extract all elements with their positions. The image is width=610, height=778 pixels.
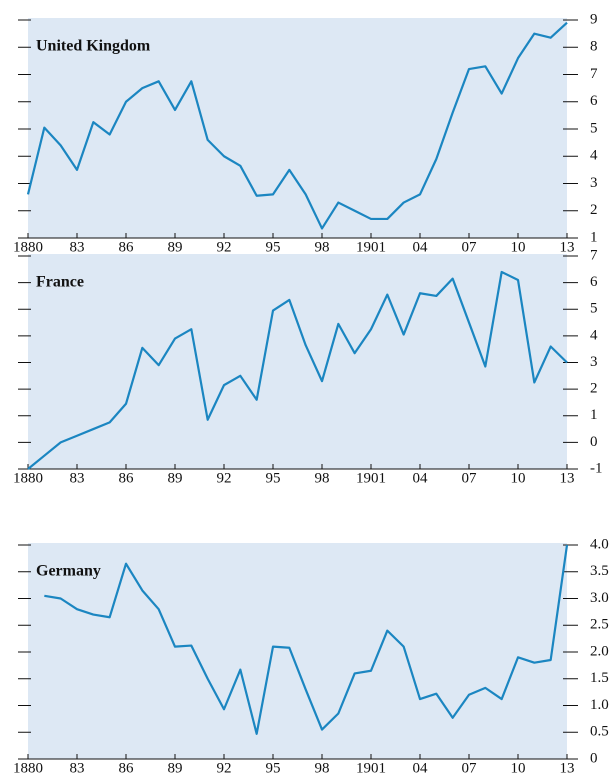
x-tick-label: 07 xyxy=(462,760,478,776)
x-tick-label: 1880 xyxy=(13,760,43,776)
data-line xyxy=(26,21,568,230)
x-tick-label: 04 xyxy=(413,470,429,486)
x-tick-label: 95 xyxy=(266,470,281,486)
x-tick-label: 10 xyxy=(511,470,526,486)
y-tick-label: 9 xyxy=(590,11,598,27)
x-tick-label: 10 xyxy=(511,239,526,255)
y-tick-label: 4 xyxy=(590,327,598,343)
y-tick-label: 2.5 xyxy=(590,617,609,633)
y-tick-label: -1 xyxy=(590,460,603,476)
y-tick-label: 6 xyxy=(590,93,598,109)
x-tick-label: 98 xyxy=(315,239,330,255)
x-tick-label: 83 xyxy=(70,760,85,776)
x-tick-label: 04 xyxy=(413,760,429,776)
y-tick-label: 5 xyxy=(590,120,598,136)
y-tick-label: 2 xyxy=(590,381,598,397)
y-tick-label: 3 xyxy=(590,354,598,370)
data-line xyxy=(44,544,569,735)
x-tick-label: 13 xyxy=(560,239,575,255)
y-tick-label: 7 xyxy=(590,247,598,263)
y-tick-label: 2 xyxy=(590,202,598,218)
plot-background xyxy=(28,18,567,238)
x-tick-label: 1880 xyxy=(13,470,43,486)
y-tick-label: 6 xyxy=(590,274,598,290)
y-tick-label: 3.0 xyxy=(590,590,609,606)
x-tick-label: 89 xyxy=(168,470,183,486)
x-tick-label: 1901 xyxy=(356,760,386,776)
x-tick-label: 83 xyxy=(70,239,85,255)
x-tick-label: 83 xyxy=(70,470,85,486)
x-tick-label: 98 xyxy=(315,470,330,486)
x-tick-label: 86 xyxy=(119,470,135,486)
x-tick-label: 07 xyxy=(462,470,478,486)
x-tick-label: 04 xyxy=(413,239,429,255)
y-tick-label: 7 xyxy=(590,66,598,82)
x-tick-label: 95 xyxy=(266,239,281,255)
y-tick-label: 3 xyxy=(590,175,598,191)
x-tick-label: 95 xyxy=(266,760,281,776)
y-tick-label: 4 xyxy=(590,148,598,164)
y-tick-label: 4.0 xyxy=(590,536,609,552)
x-tick-label: 86 xyxy=(119,760,135,776)
panel-title: France xyxy=(36,274,84,291)
y-tick-label: 1.5 xyxy=(590,670,609,686)
y-tick-label: 8 xyxy=(590,39,598,55)
x-tick-label: 13 xyxy=(560,470,575,486)
y-tick-label: 0 xyxy=(590,434,598,450)
plot-background xyxy=(28,254,567,469)
x-tick-label: 1901 xyxy=(356,239,386,255)
y-tick-label: 0.5 xyxy=(590,724,609,740)
x-tick-label: 1901 xyxy=(356,470,386,486)
x-tick-label: 92 xyxy=(217,470,232,486)
y-tick-label: 2.0 xyxy=(590,643,609,659)
panel-title: Germany xyxy=(36,563,101,580)
y-tick-label: 1.0 xyxy=(590,697,609,713)
x-tick-label: 86 xyxy=(119,239,135,255)
y-tick-label: 1 xyxy=(590,229,598,245)
x-tick-label: 92 xyxy=(217,239,232,255)
x-tick-label: 13 xyxy=(560,760,575,776)
x-tick-label: 1880 xyxy=(13,239,43,255)
x-tick-label: 98 xyxy=(315,760,330,776)
x-tick-label: 10 xyxy=(511,760,526,776)
plot-background xyxy=(28,543,567,759)
panel-title: United Kingdom xyxy=(36,38,151,55)
data-line xyxy=(27,270,568,470)
y-tick-label: 0 xyxy=(590,750,598,766)
x-tick-label: 92 xyxy=(217,760,232,776)
x-tick-label: 89 xyxy=(168,760,183,776)
y-tick-label: 5 xyxy=(590,301,598,317)
y-tick-label: 1 xyxy=(590,407,598,423)
x-tick-label: 89 xyxy=(168,239,183,255)
y-tick-label: 3.5 xyxy=(590,563,609,579)
x-tick-label: 07 xyxy=(462,239,478,255)
